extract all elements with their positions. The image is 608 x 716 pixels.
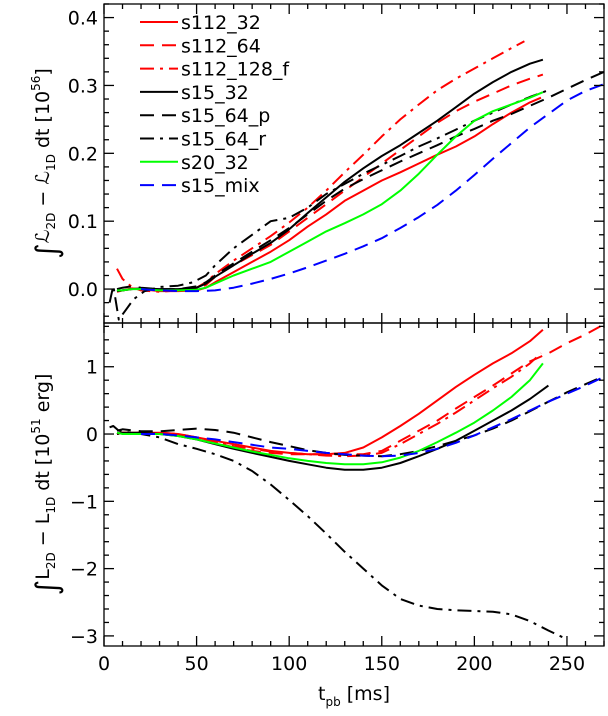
legend-label-s112-64: s112_64 <box>181 35 261 57</box>
top-ytick-label: 0.1 <box>68 211 98 233</box>
legend-label-s112-128-f: s112_128_f <box>181 59 290 81</box>
bottom-series-s112-128-f <box>116 352 542 458</box>
bottom-ytick-label: −1 <box>70 491 98 513</box>
x-axis-title: tpb [ms] <box>318 683 390 709</box>
bottom-ytick-label: −2 <box>70 559 98 581</box>
legend-label-s112-32: s112_32 <box>181 12 261 34</box>
bottom-series-s20-32 <box>116 362 544 466</box>
xlabel-part: [ms] <box>341 683 390 705</box>
xtick-label: 100 <box>271 653 307 675</box>
top-series-s15-64-p <box>116 70 604 291</box>
bottom-series-s15-mix <box>141 375 604 458</box>
top-ylabel-part: dt [10 <box>32 91 54 154</box>
legend: s112_32s112_64s112_128_fs15_32s15_64_ps1… <box>140 12 290 197</box>
bottom-ytick-label: −3 <box>70 626 98 648</box>
bottom-ytick-label: 0 <box>86 424 98 446</box>
legend-label-s15-mix: s15_mix <box>181 175 260 197</box>
top-ylabel-part: 56 <box>29 76 43 91</box>
bottom-series-group <box>109 325 604 641</box>
legend-label-s15-64-r: s15_64_r <box>181 129 266 151</box>
bottom-ylabel-part: erg] <box>32 374 54 419</box>
legend-label-s15-32: s15_32 <box>181 82 249 104</box>
bottom-ylabel-part: L <box>32 569 54 580</box>
bottom-series-s112-64 <box>116 325 601 456</box>
top-y-axis-title: ∫ℒ2D − ℒ1D dt [1056] <box>29 68 65 259</box>
top-panel: 0.00.10.20.30.4∫ℒ2D − ℒ1D dt [1056] <box>29 3 605 324</box>
xtick-label: 150 <box>364 653 400 675</box>
top-ytick-label: 0.3 <box>68 75 98 97</box>
top-series-s15-mix <box>140 83 604 293</box>
top-series-group <box>108 40 604 321</box>
xtick-label: 50 <box>184 653 208 675</box>
top-ylabel-part: − <box>32 185 54 213</box>
top-ytick-label: 0.4 <box>68 8 98 30</box>
bottom-panel: 10−1−2−30 50 100 150 200 250∫L2D − L1D dt [10… <box>29 322 605 709</box>
xlabel-part: t <box>318 683 325 705</box>
top-ylabel-part: ℒ <box>32 171 54 185</box>
bottom-y-axis-title: ∫L2D − L1D dt [1051 erg] <box>29 374 65 596</box>
legend-label-s15-64-p: s15_64_p <box>181 105 270 127</box>
top-series-s112-128-f <box>116 40 525 293</box>
top-ylabel-part: ℒ <box>32 230 54 244</box>
bottom-ytick-label: 1 <box>86 357 98 379</box>
top-ytick-label: 0.2 <box>68 143 98 165</box>
xlabel-part: pb <box>325 695 340 709</box>
bottom-series-s15-32 <box>116 384 549 471</box>
xtick-label: 200 <box>456 653 492 675</box>
top-ylabel-part: ] <box>32 68 54 75</box>
xtick-label: 0 <box>98 653 110 675</box>
xtick-label: 250 <box>549 653 585 675</box>
bottom-series-s15-64-p <box>116 375 604 458</box>
bottom-plot-frame <box>103 322 605 647</box>
bottom-ylabel-part: ∫ <box>30 580 65 596</box>
bottom-ylabel-part: 51 <box>29 418 43 433</box>
bottom-ylabel-part: − L <box>32 513 54 552</box>
legend-label-s20-32: s20_32 <box>181 152 249 174</box>
bottom-ylabel-part: 2D <box>44 552 58 569</box>
top-ytick-label: 0.0 <box>68 279 98 301</box>
bottom-series-s15-64-r <box>109 425 568 641</box>
top-ylabel-part: ∫ <box>30 243 65 259</box>
top-ylabel-part: 2D <box>44 213 58 230</box>
bottom-ylabel-part: dt [10 <box>32 434 54 497</box>
top-ylabel-part: 1D <box>44 154 58 171</box>
bottom-ylabel-part: 1D <box>44 497 58 514</box>
